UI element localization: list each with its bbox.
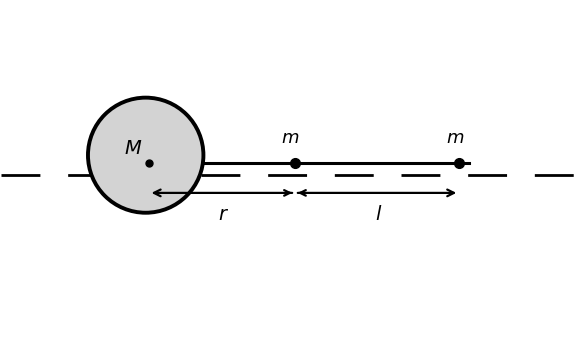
Text: m: m bbox=[446, 129, 464, 147]
Text: l: l bbox=[375, 205, 380, 224]
Text: m: m bbox=[281, 129, 299, 147]
Text: r: r bbox=[218, 205, 227, 224]
Circle shape bbox=[88, 98, 203, 213]
Text: M: M bbox=[124, 139, 141, 158]
